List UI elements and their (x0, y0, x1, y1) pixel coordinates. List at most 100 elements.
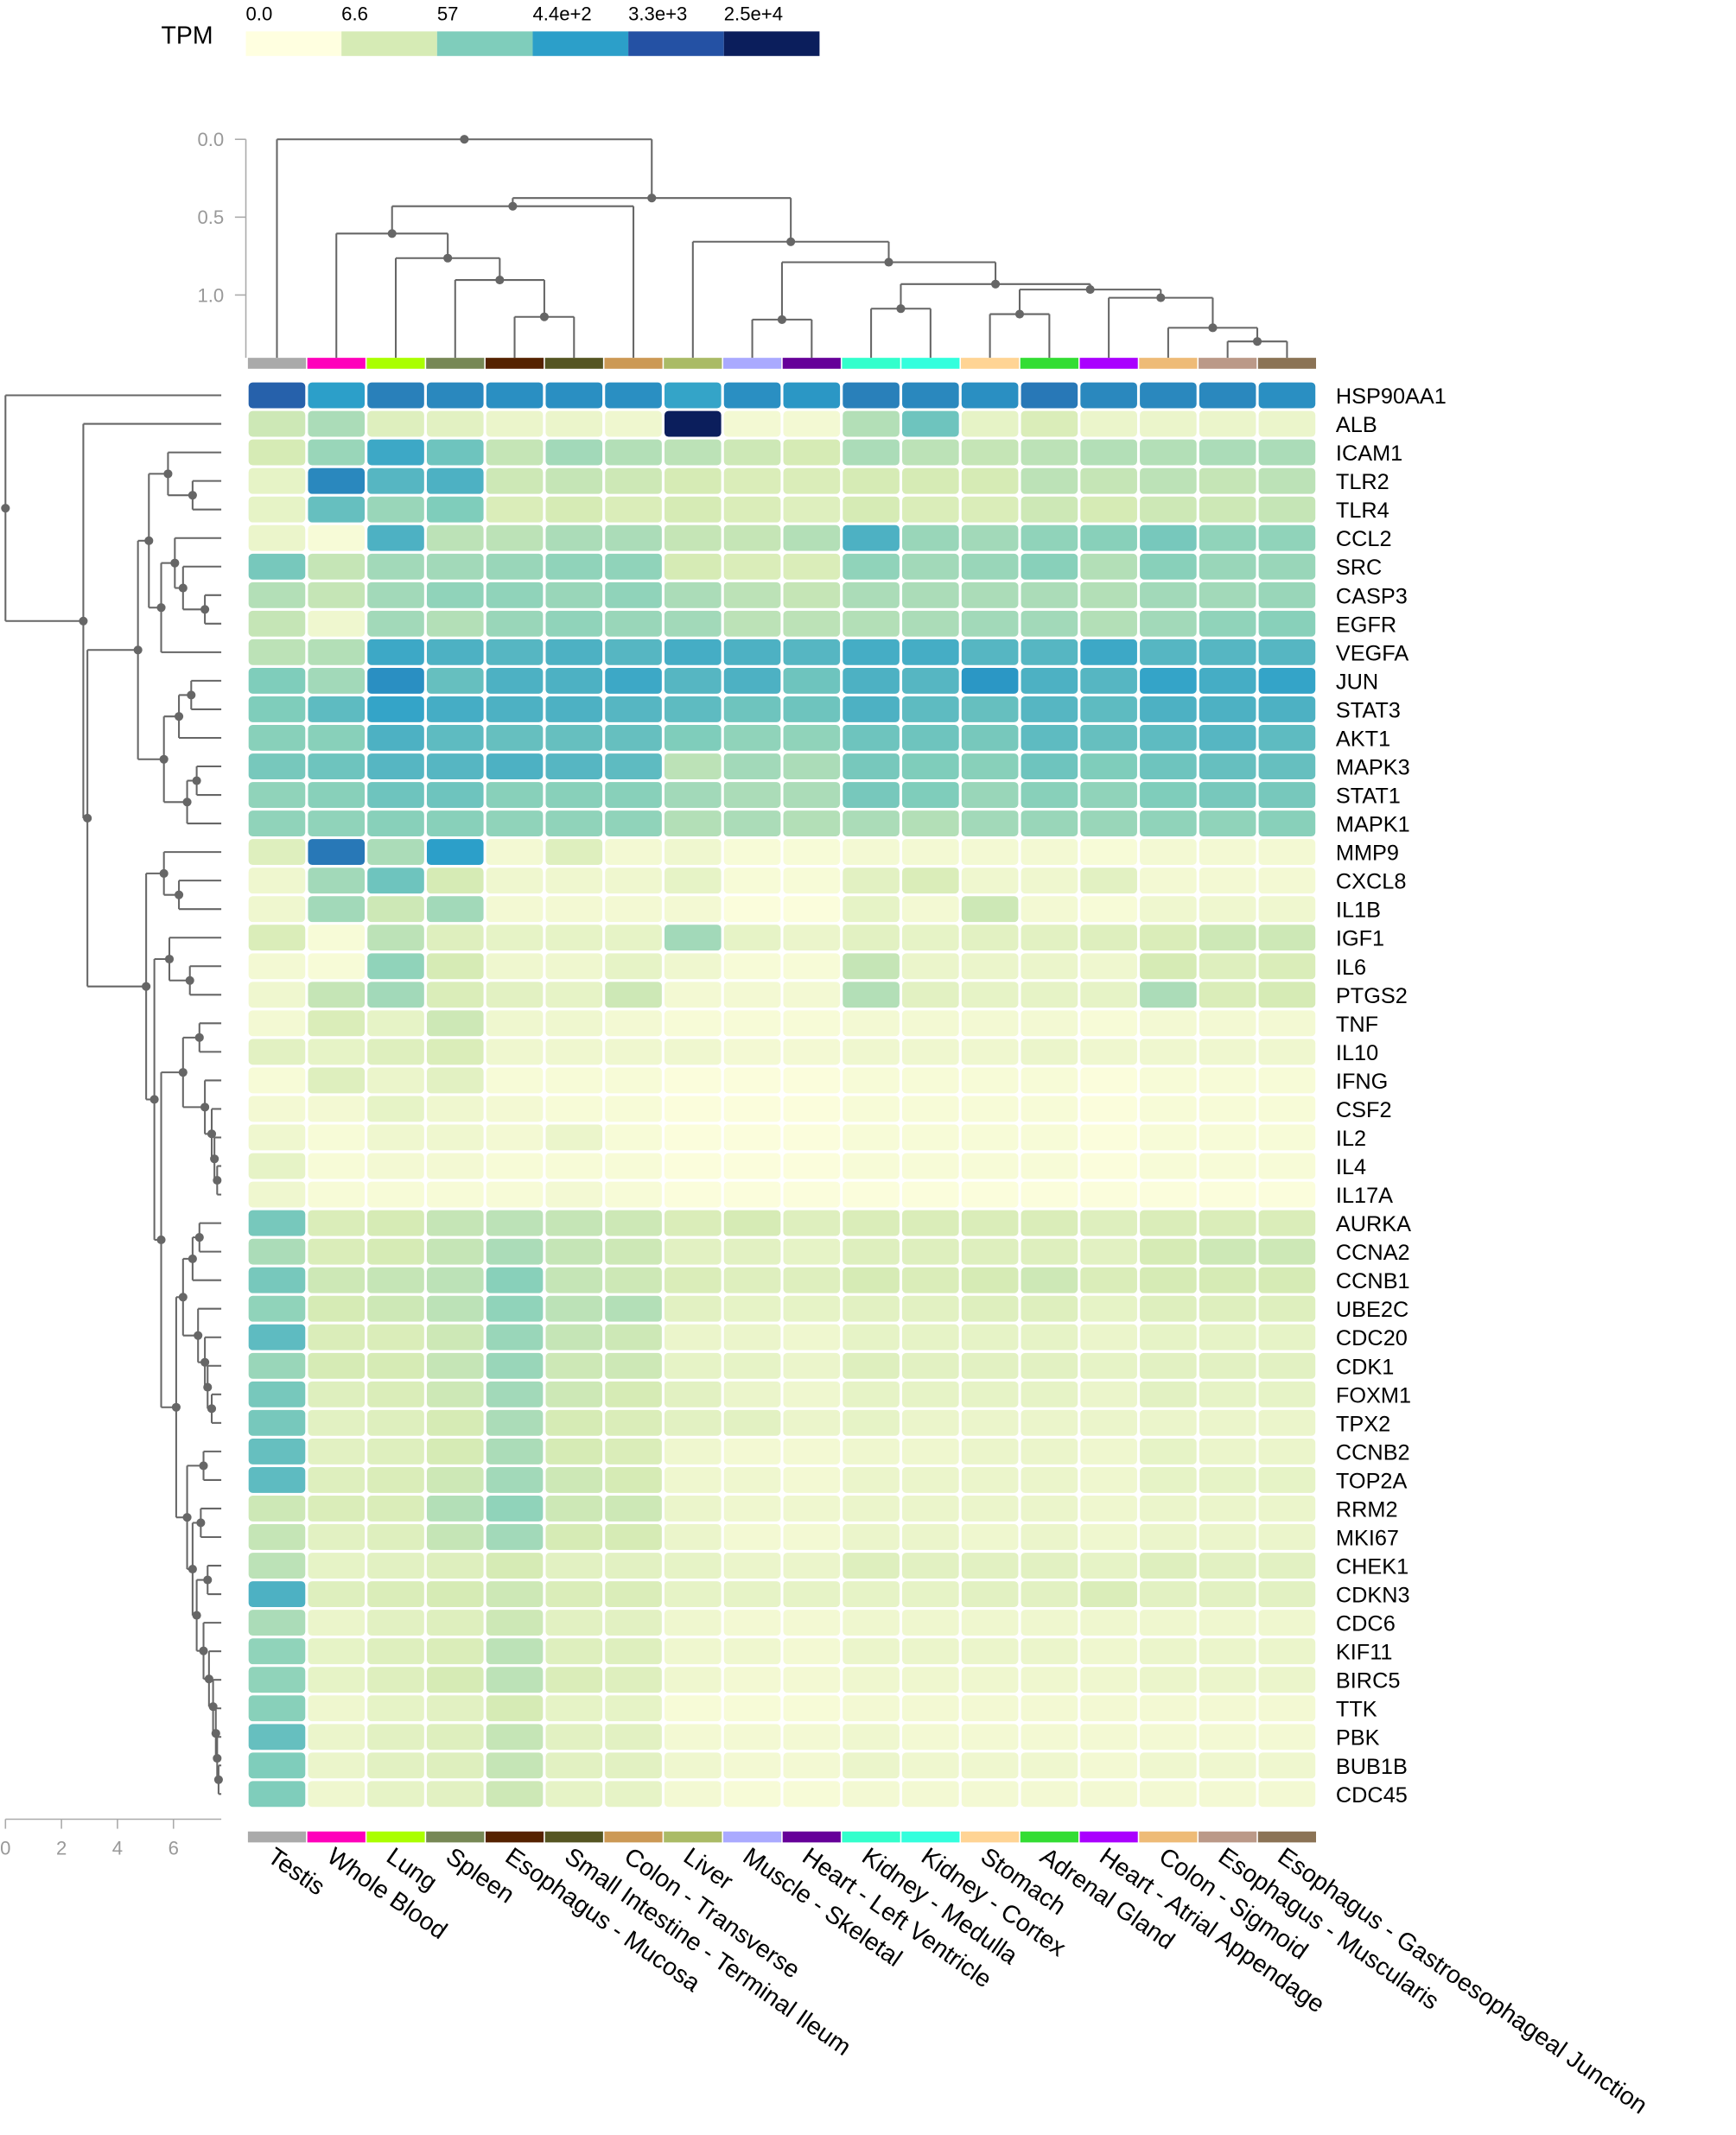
heatmap-cell (665, 725, 722, 751)
heatmap-cell (1080, 925, 1137, 951)
heatmap-cell (1080, 1153, 1137, 1179)
tissue-color-chip (901, 1831, 960, 1843)
heatmap-cell (545, 639, 603, 665)
tissue-color-chip (426, 358, 485, 369)
heatmap-cell (1140, 610, 1197, 637)
heatmap-cell (902, 1295, 959, 1322)
heatmap-cell (1258, 1153, 1316, 1179)
heatmap-cell (545, 1039, 603, 1065)
heatmap-cell (248, 1466, 306, 1493)
heatmap-cell (843, 1352, 900, 1379)
heatmap-cell (1080, 782, 1137, 808)
heatmap-cell (1140, 1039, 1197, 1065)
heatmap-cell (1258, 982, 1316, 1008)
heatmap-cell (1080, 896, 1137, 923)
heatmap-cell (902, 410, 959, 437)
heatmap-cell (843, 639, 900, 665)
heatmap-cell (902, 1067, 959, 1094)
heatmap-cell (308, 639, 366, 665)
heatmap-cell (426, 1581, 484, 1608)
gene-label: BIRC5 (1336, 1669, 1400, 1693)
heatmap-cell (1140, 1752, 1197, 1779)
heatmap-cell (843, 1067, 900, 1094)
heatmap-cell (961, 1409, 1019, 1436)
heatmap-cell (545, 1153, 603, 1179)
heatmap-cell (961, 1553, 1019, 1579)
heatmap-cell (1080, 1466, 1137, 1493)
heatmap-cell (605, 1438, 662, 1465)
heatmap-cell (486, 1466, 544, 1493)
heatmap-cell (1199, 1781, 1256, 1808)
heatmap-cell (961, 896, 1019, 923)
gene-label: CDK1 (1336, 1355, 1394, 1379)
heatmap-cell (902, 725, 959, 751)
heatmap-cell (723, 1153, 781, 1179)
heatmap-cell (961, 382, 1019, 409)
heatmap-cell (902, 696, 959, 722)
heatmap-cell (426, 1409, 484, 1436)
heatmap-cell (367, 1781, 424, 1808)
heatmap-cell (665, 1553, 722, 1579)
heatmap-cell (665, 1124, 722, 1151)
heatmap-cell (486, 610, 544, 637)
heatmap-cell (665, 1238, 722, 1265)
heatmap-cell (961, 496, 1019, 523)
heatmap-cell (783, 1438, 841, 1465)
heatmap-cell (545, 610, 603, 637)
heatmap-cell (1080, 1667, 1137, 1693)
heatmap-cell (1021, 1695, 1078, 1722)
heatmap-cell (308, 839, 366, 866)
tissue-color-chip (1020, 358, 1078, 369)
heatmap-cell (1021, 639, 1078, 665)
heatmap-cell (1021, 382, 1078, 409)
heatmap-cell (486, 896, 544, 923)
heatmap-cell (308, 1210, 366, 1236)
heatmap-cell (961, 1210, 1019, 1236)
heatmap-cell (486, 1352, 544, 1379)
heatmap-cell (723, 1124, 781, 1151)
heatmap-cell (665, 925, 722, 951)
heatmap-cell (545, 1210, 603, 1236)
legend-swatch (628, 31, 724, 56)
heatmap-cell (486, 410, 544, 437)
heatmap-cell (308, 1466, 366, 1493)
heatmap-cell (961, 725, 1019, 751)
heatmap-cell (783, 753, 841, 779)
heatmap-cell (723, 1638, 781, 1665)
heatmap-cell (545, 1524, 603, 1550)
heatmap-cell (783, 696, 841, 722)
heatmap-cell (605, 1466, 662, 1493)
heatmap-cell (1080, 553, 1137, 580)
heatmap-cell (843, 1553, 900, 1579)
heatmap-cell (1258, 782, 1316, 808)
heatmap-cell (1258, 1438, 1316, 1465)
heatmap-cell (723, 1610, 781, 1636)
heatmap-cell (723, 1695, 781, 1722)
heatmap-cell (1080, 1695, 1137, 1722)
heatmap-cell (1199, 439, 1256, 466)
heatmap-cell (605, 953, 662, 980)
heatmap-cell (486, 696, 544, 722)
heatmap-cell (1199, 753, 1256, 779)
heatmap-cell (902, 1752, 959, 1779)
gene-label: STAT1 (1336, 785, 1401, 809)
heatmap-cell (843, 1124, 900, 1151)
gene-label: AURKA (1336, 1212, 1411, 1236)
heatmap-cell (961, 1466, 1019, 1493)
heatmap-cell (723, 1096, 781, 1122)
heatmap-cell (367, 925, 424, 951)
heatmap-cell (665, 1752, 722, 1779)
heatmap-cell (367, 1010, 424, 1037)
heatmap-cell (1199, 667, 1256, 694)
heatmap-cell (1080, 1267, 1137, 1293)
heatmap-cell (308, 1096, 366, 1122)
heatmap-cell (605, 639, 662, 665)
heatmap-cell (843, 1667, 900, 1693)
heatmap-cell (486, 782, 544, 808)
heatmap-cell (843, 1238, 900, 1265)
gene-label: IL10 (1336, 1041, 1378, 1065)
heatmap-cell (902, 1153, 959, 1179)
heatmap-cell (1021, 1409, 1078, 1436)
heatmap-cell (367, 1724, 424, 1751)
heatmap-cell (665, 867, 722, 894)
